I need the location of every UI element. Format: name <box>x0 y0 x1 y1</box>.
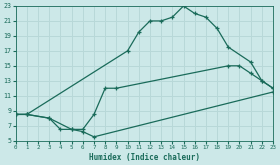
X-axis label: Humidex (Indice chaleur): Humidex (Indice chaleur) <box>89 152 200 162</box>
